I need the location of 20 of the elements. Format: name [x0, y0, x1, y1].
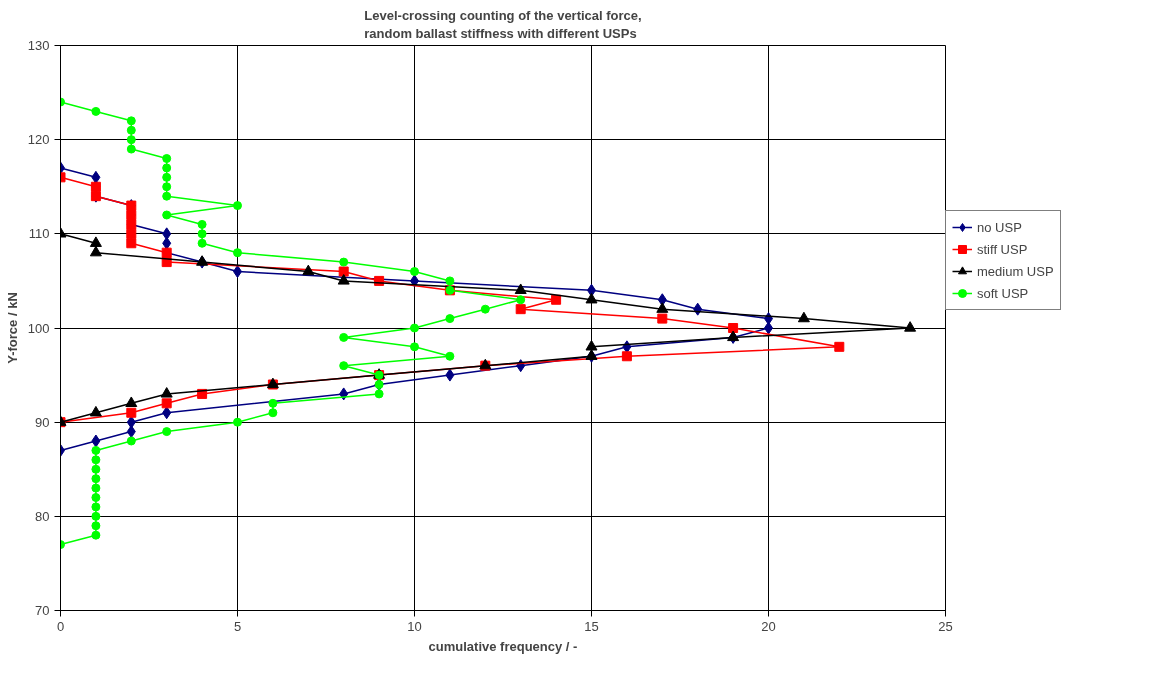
x-tick-label: 15 [584, 618, 599, 634]
legend-label: stiff USP [977, 241, 1028, 257]
x-axis-title: cumulative frequency / - [428, 638, 578, 654]
y-axis-title: Y-force / kN [4, 292, 20, 364]
x-tick-label: 25 [938, 618, 953, 634]
x-tick-label: 10 [407, 618, 422, 634]
y-tick-label: 70 [35, 603, 50, 618]
y-tick-label: 130 [27, 38, 50, 53]
legend-label: soft USP [977, 285, 1029, 301]
y-tick-label: 110 [28, 226, 50, 242]
x-tick-label: 0 [56, 618, 65, 634]
x-tick-label: 5 [233, 618, 242, 634]
y-tick-label: 100 [27, 320, 50, 336]
legend-label: no USP [977, 219, 1022, 235]
legend-label: medium USP [977, 263, 1054, 279]
y-tick-label: 120 [27, 132, 50, 148]
chart-title: Level-crossing counting of the vertical force, random ballast stiffness with different USPs [364, 7, 642, 41]
x-tick-label: 20 [761, 618, 776, 634]
y-tick-label: 80 [35, 508, 50, 524]
y-tick-label: 90 [35, 414, 50, 430]
